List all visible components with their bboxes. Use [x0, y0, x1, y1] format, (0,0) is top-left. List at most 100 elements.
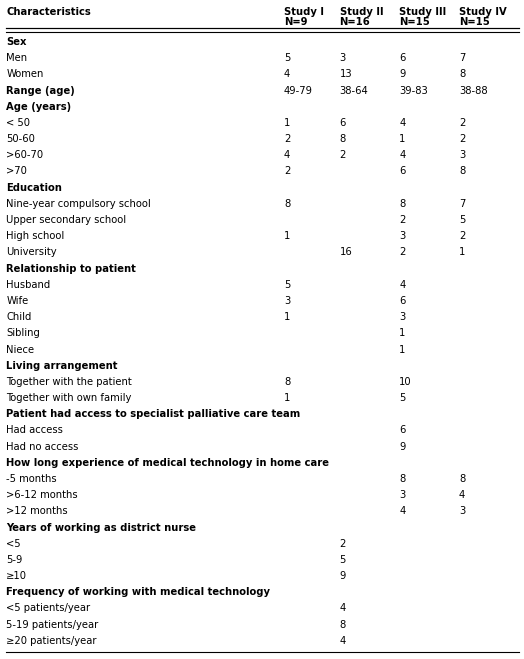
Text: Men: Men — [6, 53, 27, 63]
Text: 1: 1 — [284, 231, 290, 241]
Text: 2: 2 — [340, 538, 346, 549]
Text: 50-60: 50-60 — [6, 134, 35, 144]
Text: 49-79: 49-79 — [284, 86, 313, 96]
Text: Wife: Wife — [6, 296, 28, 306]
Text: Study IV: Study IV — [459, 7, 507, 17]
Text: Had no access: Had no access — [6, 442, 79, 451]
Text: 2: 2 — [459, 134, 465, 144]
Text: Living arrangement: Living arrangement — [6, 360, 118, 370]
Text: 2: 2 — [399, 215, 406, 225]
Text: How long experience of medical technology in home care: How long experience of medical technolog… — [6, 458, 329, 468]
Text: Study II: Study II — [340, 7, 383, 17]
Text: Niece: Niece — [6, 345, 35, 355]
Text: 7: 7 — [459, 199, 465, 209]
Text: 3: 3 — [459, 150, 465, 160]
Text: 8: 8 — [399, 474, 406, 484]
Text: Relationship to patient: Relationship to patient — [6, 264, 136, 273]
Text: Range (age): Range (age) — [6, 86, 75, 96]
Text: 1: 1 — [399, 345, 406, 355]
Text: 9: 9 — [399, 442, 406, 451]
Text: 9: 9 — [340, 571, 346, 581]
Text: Education: Education — [6, 183, 62, 192]
Text: Characteristics: Characteristics — [6, 7, 91, 17]
Text: University: University — [6, 247, 57, 258]
Text: <5: <5 — [6, 538, 21, 549]
Text: 4: 4 — [399, 118, 406, 128]
Text: ≥20 patients/year: ≥20 patients/year — [6, 636, 97, 646]
Text: 39-83: 39-83 — [399, 86, 428, 96]
Text: Sex: Sex — [6, 37, 27, 47]
Text: 8: 8 — [459, 474, 465, 484]
Text: 2: 2 — [284, 167, 290, 177]
Text: 9: 9 — [399, 69, 406, 79]
Text: Years of working as district nurse: Years of working as district nurse — [6, 523, 196, 532]
Text: 8: 8 — [284, 199, 290, 209]
Text: 5: 5 — [459, 215, 465, 225]
Text: Husband: Husband — [6, 280, 50, 290]
Text: 2: 2 — [284, 134, 290, 144]
Text: 8: 8 — [399, 199, 406, 209]
Text: Had access: Had access — [6, 426, 63, 436]
Text: 8: 8 — [459, 69, 465, 79]
Text: 3: 3 — [399, 312, 406, 322]
Text: 3: 3 — [340, 53, 346, 63]
Text: 4: 4 — [399, 280, 406, 290]
Text: 8: 8 — [459, 167, 465, 177]
Text: Age (years): Age (years) — [6, 101, 71, 112]
Text: 16: 16 — [340, 247, 352, 258]
Text: 8: 8 — [340, 134, 346, 144]
Text: N=15: N=15 — [459, 17, 490, 27]
Text: 3: 3 — [399, 231, 406, 241]
Text: Study III: Study III — [399, 7, 446, 17]
Text: 13: 13 — [340, 69, 352, 79]
Text: 5: 5 — [340, 555, 346, 565]
Text: Frequency of working with medical technology: Frequency of working with medical techno… — [6, 587, 270, 597]
Text: -5 months: -5 months — [6, 474, 57, 484]
Text: 4: 4 — [399, 506, 406, 517]
Text: <5 patients/year: <5 patients/year — [6, 604, 91, 614]
Text: 3: 3 — [459, 506, 465, 517]
Text: 1: 1 — [459, 247, 465, 258]
Text: 5: 5 — [284, 53, 290, 63]
Text: Together with the patient: Together with the patient — [6, 377, 132, 387]
Text: 4: 4 — [459, 490, 465, 500]
Text: 4: 4 — [399, 150, 406, 160]
Text: 38-88: 38-88 — [459, 86, 488, 96]
Text: 1: 1 — [399, 134, 406, 144]
Text: 2: 2 — [340, 150, 346, 160]
Text: 5-19 patients/year: 5-19 patients/year — [6, 619, 99, 629]
Text: High school: High school — [6, 231, 64, 241]
Text: 1: 1 — [284, 312, 290, 322]
Text: >70: >70 — [6, 167, 27, 177]
Text: Study I: Study I — [284, 7, 324, 17]
Text: Nine-year compulsory school: Nine-year compulsory school — [6, 199, 151, 209]
Text: >12 months: >12 months — [6, 506, 68, 517]
Text: 5: 5 — [284, 280, 290, 290]
Text: Child: Child — [6, 312, 31, 322]
Text: Patient had access to specialist palliative care team: Patient had access to specialist palliat… — [6, 409, 301, 419]
Text: 1: 1 — [284, 393, 290, 403]
Text: 4: 4 — [340, 636, 346, 646]
Text: 10: 10 — [399, 377, 412, 387]
Text: Sibling: Sibling — [6, 328, 40, 338]
Text: 4: 4 — [284, 69, 290, 79]
Text: 6: 6 — [399, 167, 406, 177]
Text: Women: Women — [6, 69, 43, 79]
Text: 5: 5 — [399, 393, 406, 403]
Text: 6: 6 — [399, 296, 406, 306]
Text: 3: 3 — [399, 490, 406, 500]
Text: 2: 2 — [399, 247, 406, 258]
Text: 38-64: 38-64 — [340, 86, 368, 96]
Text: >6-12 months: >6-12 months — [6, 490, 78, 500]
Text: 6: 6 — [399, 426, 406, 436]
Text: 2: 2 — [459, 231, 465, 241]
Text: 1: 1 — [284, 118, 290, 128]
Text: 4: 4 — [340, 604, 346, 614]
Text: 8: 8 — [340, 619, 346, 629]
Text: 1: 1 — [399, 328, 406, 338]
Text: Together with own family: Together with own family — [6, 393, 132, 403]
Text: 4: 4 — [284, 150, 290, 160]
Text: ≥10: ≥10 — [6, 571, 27, 581]
Text: 7: 7 — [459, 53, 465, 63]
Text: N=16: N=16 — [340, 17, 370, 27]
